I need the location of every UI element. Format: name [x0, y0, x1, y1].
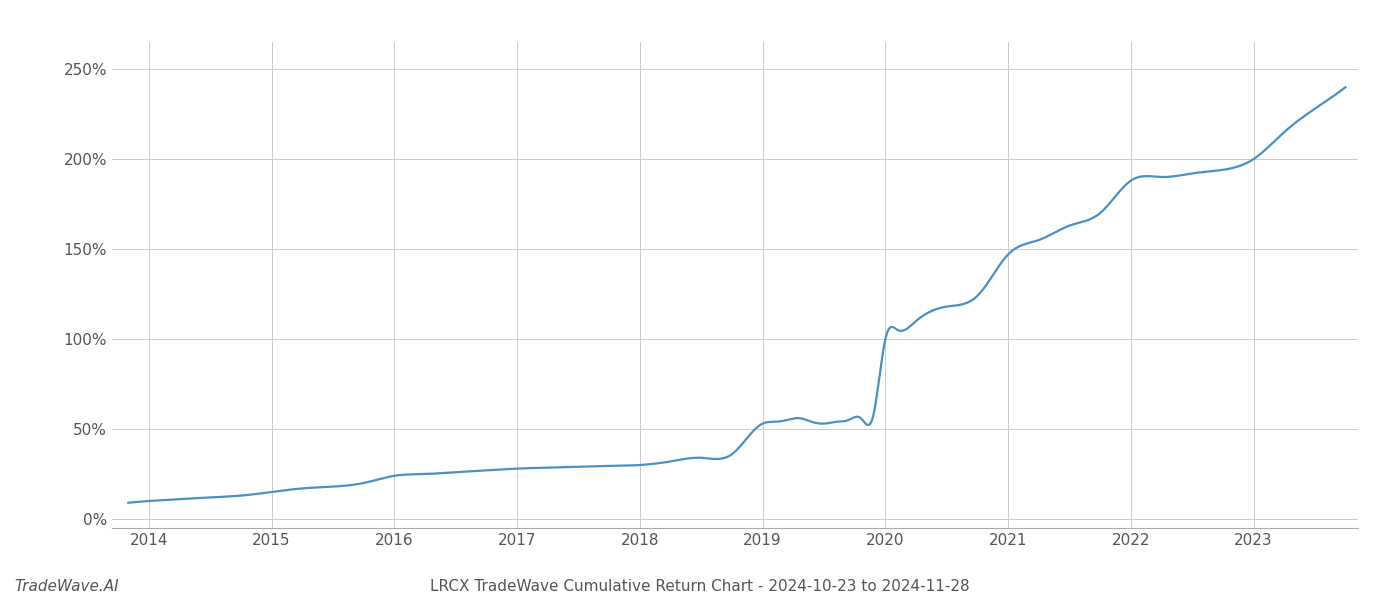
Text: TradeWave.AI: TradeWave.AI: [14, 579, 119, 594]
Text: LRCX TradeWave Cumulative Return Chart - 2024-10-23 to 2024-11-28: LRCX TradeWave Cumulative Return Chart -…: [430, 579, 970, 594]
